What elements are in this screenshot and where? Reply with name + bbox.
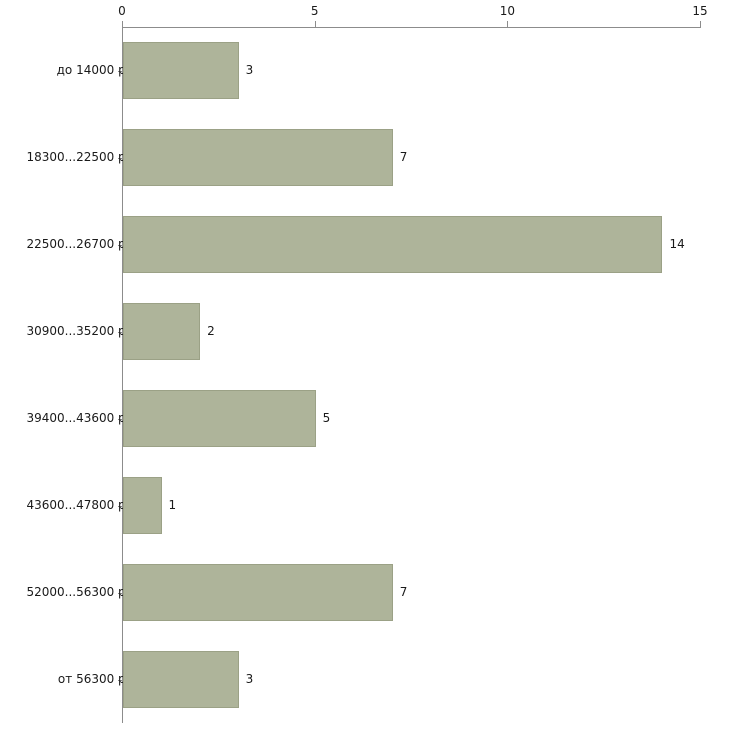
category-label: от 56300 руб. [57, 671, 144, 686]
category-label: до 14000 руб. [56, 62, 144, 77]
value-label: 2 [207, 323, 215, 338]
value-label: 7 [399, 149, 408, 164]
bar[interactable] [123, 477, 162, 534]
x-axis-tick [700, 21, 701, 28]
x-axis-tick-label: 10 [499, 4, 515, 18]
y-axis-tick [118, 679, 122, 681]
value-label: 7 [399, 584, 408, 599]
y-axis-tick [118, 244, 122, 246]
x-axis-tick-label: 15 [692, 4, 708, 18]
bar[interactable] [123, 651, 239, 708]
y-axis-tick [118, 418, 122, 420]
bar[interactable] [123, 303, 201, 360]
value-label: 1 [168, 497, 177, 512]
value-label: 3 [245, 671, 254, 686]
category-label: 18300...22500 руб. [26, 149, 144, 164]
value-label: 3 [245, 62, 254, 77]
plot-area [122, 27, 700, 723]
bar[interactable] [123, 564, 393, 621]
category-label: 30900...35200 руб. [26, 323, 144, 338]
x-axis-tick [314, 21, 316, 28]
x-axis-tick [507, 21, 509, 28]
bar[interactable] [123, 129, 393, 186]
bar[interactable] [123, 216, 663, 273]
bar[interactable] [123, 390, 316, 447]
value-label: 14 [669, 236, 685, 251]
y-axis-tick [118, 592, 122, 594]
x-axis-tick-label: 5 [310, 4, 319, 18]
y-axis-tick [118, 70, 122, 72]
y-axis-tick [118, 331, 122, 333]
bar[interactable] [123, 42, 239, 99]
y-axis-tick [118, 505, 122, 507]
value-label: 5 [322, 410, 331, 425]
x-axis-tick [122, 21, 123, 28]
category-label: 43600...47800 руб. [26, 497, 144, 512]
category-label: 39400...43600 руб. [26, 410, 144, 425]
y-axis-tick [118, 157, 122, 159]
category-label: 22500...26700 руб. [26, 236, 144, 251]
category-label: 52000...56300 руб. [26, 584, 144, 599]
x-axis-tick-label: 0 [118, 4, 126, 18]
